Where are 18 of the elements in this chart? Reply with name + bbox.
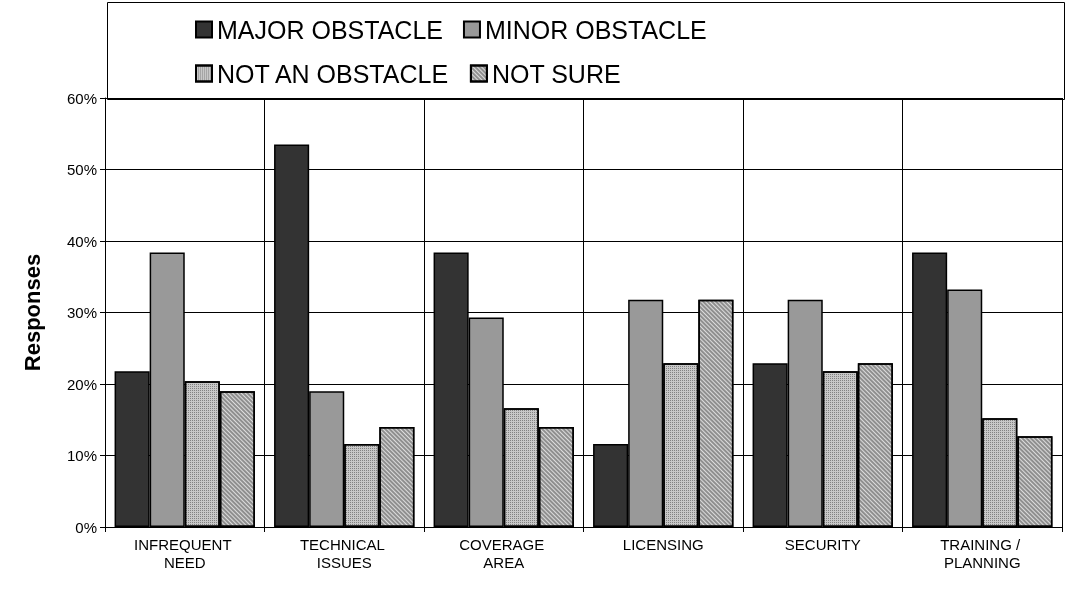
y-tick-label: 0% [75,518,97,536]
y-tick-label: 20% [66,375,97,393]
legend-label: NOT SURE [491,59,621,88]
x-tick-label: SECURITY [784,535,861,553]
x-tick-label: TECHNICAL ISSUES [299,535,389,571]
y-tick-label: 10% [66,447,97,464]
x-tick-label: COVERAGE AREA [459,535,549,571]
y-tick-label: 60% [66,89,97,107]
legend-label: MINOR OBSTACLE [484,15,707,44]
x-tick-label: INFREQUENT NEED [134,535,236,571]
y-tick-label: 50% [66,161,97,178]
x-tick-label: LICENSING [622,535,704,553]
legend-label: NOT AN OBSTACLE [217,59,449,88]
y-tick-label: 30% [66,304,97,321]
y-tick-label: 40% [66,232,97,250]
x-tick-label: TRAINING / PLANNING [940,535,1025,571]
y-axis-title: Responses [19,253,45,372]
legend-label: MAJOR OBSTACLE [217,15,443,44]
